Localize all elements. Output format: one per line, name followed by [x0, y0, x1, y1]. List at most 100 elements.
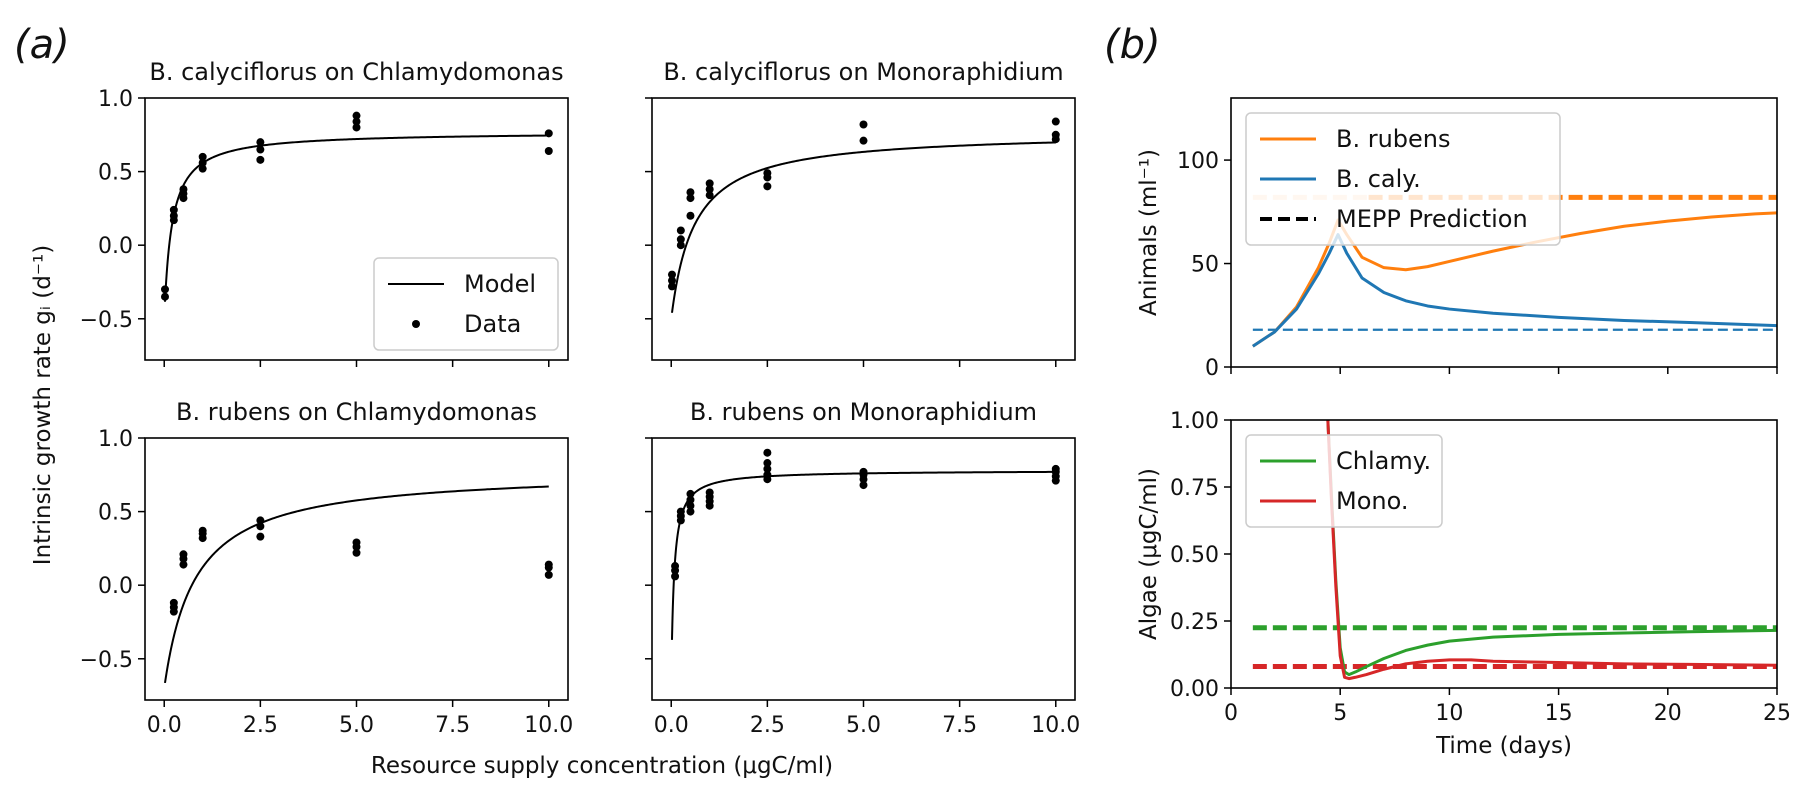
data-point — [198, 158, 207, 167]
data-point — [763, 169, 772, 178]
y-tick-label: 0.25 — [1170, 610, 1219, 635]
y-tick-label: 1.00 — [1170, 409, 1219, 434]
legend-box — [1245, 434, 1443, 528]
data-point — [198, 526, 207, 535]
data-point — [686, 489, 695, 498]
data-point — [671, 572, 680, 581]
model-curve — [164, 485, 549, 684]
data-point — [763, 182, 772, 191]
x-tick-label: 7.5 — [942, 713, 977, 738]
axes-frame — [651, 437, 1076, 701]
y-tick-label: 0 — [1205, 356, 1219, 381]
plot-area — [160, 111, 553, 302]
data-point — [256, 145, 265, 154]
plot-rubens-monoraphidium: B. rubens on Monoraphidium 0.0 2.5 5.0 7.5 10… — [645, 398, 1080, 738]
data-point — [686, 495, 695, 504]
data-point — [352, 111, 361, 120]
model-curve — [671, 141, 1056, 313]
data-point — [671, 562, 680, 571]
data-point — [686, 211, 695, 220]
data-point — [169, 211, 178, 220]
data-point — [686, 501, 695, 510]
data-point — [256, 155, 265, 164]
x-tick-label: 0 — [1224, 701, 1238, 726]
chart-title: B. calyciflorus on Monoraphidium — [663, 58, 1063, 86]
legend-marker-data — [412, 320, 420, 328]
data-point — [676, 241, 685, 250]
x-tick-label: 5.0 — [846, 713, 881, 738]
data-point — [705, 488, 714, 497]
legend-entry: B. caly. — [1336, 165, 1421, 193]
axes-frame — [144, 437, 569, 701]
data-point — [544, 129, 553, 138]
data-point — [198, 164, 207, 173]
plot-calyciflorus-chlamydomonas: B. calyciflorus on Chlamydomonas −0.5 0.0 0… — [80, 58, 569, 367]
data-point — [1051, 130, 1060, 139]
data-point — [705, 179, 714, 188]
legend-entry: Model — [464, 270, 536, 298]
x-tick-label: 25 — [1763, 701, 1791, 726]
data-point — [686, 194, 695, 203]
x-tick-label: 10.0 — [1031, 713, 1080, 738]
shared-y-axis-label: Intrinsic growth rate gᵢ (d⁻¹) — [30, 245, 56, 565]
data-point — [256, 516, 265, 525]
data-point — [169, 607, 178, 616]
y-axis-label: Animals (ml⁻¹) — [1136, 149, 1162, 316]
x-tick-label: 20 — [1654, 701, 1682, 726]
data-point — [256, 532, 265, 541]
y-tick-label: 0.50 — [1170, 543, 1219, 568]
series-line-b-rubens — [1252, 211, 1777, 348]
y-tick-label: 0.5 — [98, 161, 133, 186]
data-point — [667, 282, 676, 291]
axes-frame — [651, 97, 1076, 361]
plot-calyciflorus-monoraphidium: B. calyciflorus on Monoraphidium — [645, 58, 1076, 367]
data-point — [352, 538, 361, 547]
y-axis-label: Algae (μgC/ml) — [1136, 468, 1162, 640]
x-tick-label: 2.5 — [243, 713, 278, 738]
axes-frame — [1230, 419, 1778, 689]
plot-area — [667, 117, 1060, 313]
data-point — [763, 459, 772, 468]
data-point — [676, 507, 685, 516]
x-tick-label: 0.0 — [654, 713, 689, 738]
data-point — [1051, 117, 1060, 126]
data-point — [256, 138, 265, 147]
chart-title: B. rubens on Chlamydomonas — [176, 398, 537, 426]
y-tick-label: 0.00 — [1170, 677, 1219, 702]
x-tick-label: 15 — [1545, 701, 1573, 726]
panel-label-b: (b) — [1104, 22, 1161, 68]
data-point — [859, 120, 868, 129]
data-point — [686, 507, 695, 516]
data-point — [859, 481, 868, 490]
data-point — [352, 548, 361, 557]
data-point — [676, 235, 685, 244]
y-tick-label: 0.5 — [98, 501, 133, 526]
axes-frame — [144, 97, 569, 361]
data-point — [705, 185, 714, 194]
legend-entry: MEPP Prediction — [1336, 205, 1528, 233]
x-axis-label: Time (days) — [1435, 733, 1572, 759]
legend-box — [1245, 112, 1561, 246]
data-point — [763, 464, 772, 473]
data-point — [686, 188, 695, 197]
x-tick-label: 0.0 — [147, 713, 182, 738]
plot-area — [1252, 194, 1777, 348]
data-point — [256, 522, 265, 531]
plot-area — [671, 448, 1060, 640]
shared-x-axis-label: Resource supply concentration (μgC/ml) — [371, 753, 833, 779]
data-point — [544, 570, 553, 579]
plot-animals: 0 50 100 Animals (ml⁻¹) B. rubens B. caly. MEP… — [1136, 97, 1778, 381]
model-curve — [671, 470, 1056, 640]
x-tick-label: 5.0 — [339, 713, 374, 738]
plot-area — [164, 485, 553, 684]
data-point — [352, 123, 361, 132]
data-point — [1051, 464, 1060, 473]
data-point — [705, 191, 714, 200]
data-point — [179, 185, 188, 194]
legend-entry: Chlamy. — [1336, 447, 1431, 475]
data-point — [544, 146, 553, 155]
y-tick-label: 0.75 — [1170, 476, 1219, 501]
data-point — [169, 205, 178, 214]
panel-label-a: (a) — [14, 22, 70, 68]
